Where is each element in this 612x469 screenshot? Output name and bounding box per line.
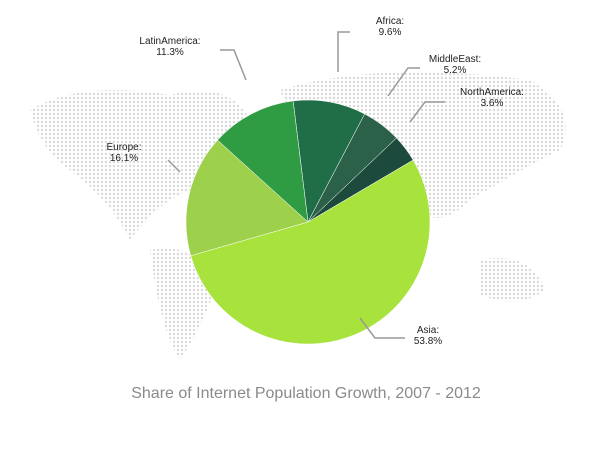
leader-line: [337, 31, 350, 72]
slice-value-label: 5.2%: [444, 65, 467, 76]
leader-line: [387, 67, 420, 97]
slice-value-label: 3.6%: [481, 98, 504, 109]
slice-label: Europe:: [106, 142, 141, 153]
slice-label: Africa:: [376, 16, 404, 27]
pie-slice: [217, 100, 309, 223]
pie-slice: [185, 139, 309, 257]
leader-line: [359, 317, 405, 339]
pie-slice: [292, 99, 366, 223]
pie-slice: [190, 159, 431, 345]
leader-line: [220, 49, 247, 81]
slice-label: MiddleEast:: [429, 54, 481, 65]
slice-label: Asia:: [417, 325, 439, 336]
slice-value-label: 9.6%: [379, 27, 402, 38]
slice-value-label: 16.1%: [110, 153, 138, 164]
leader-line: [409, 101, 445, 123]
slice-value-label: 11.3%: [156, 47, 184, 58]
slice-label: LatinAmerica:: [139, 36, 200, 47]
leader-line: [167, 159, 181, 173]
chart-title: Share of Internet Population Growth, 200…: [131, 385, 481, 402]
slice-value-label: 53.8%: [414, 336, 442, 347]
slice-label: NorthAmerica:: [460, 87, 524, 98]
